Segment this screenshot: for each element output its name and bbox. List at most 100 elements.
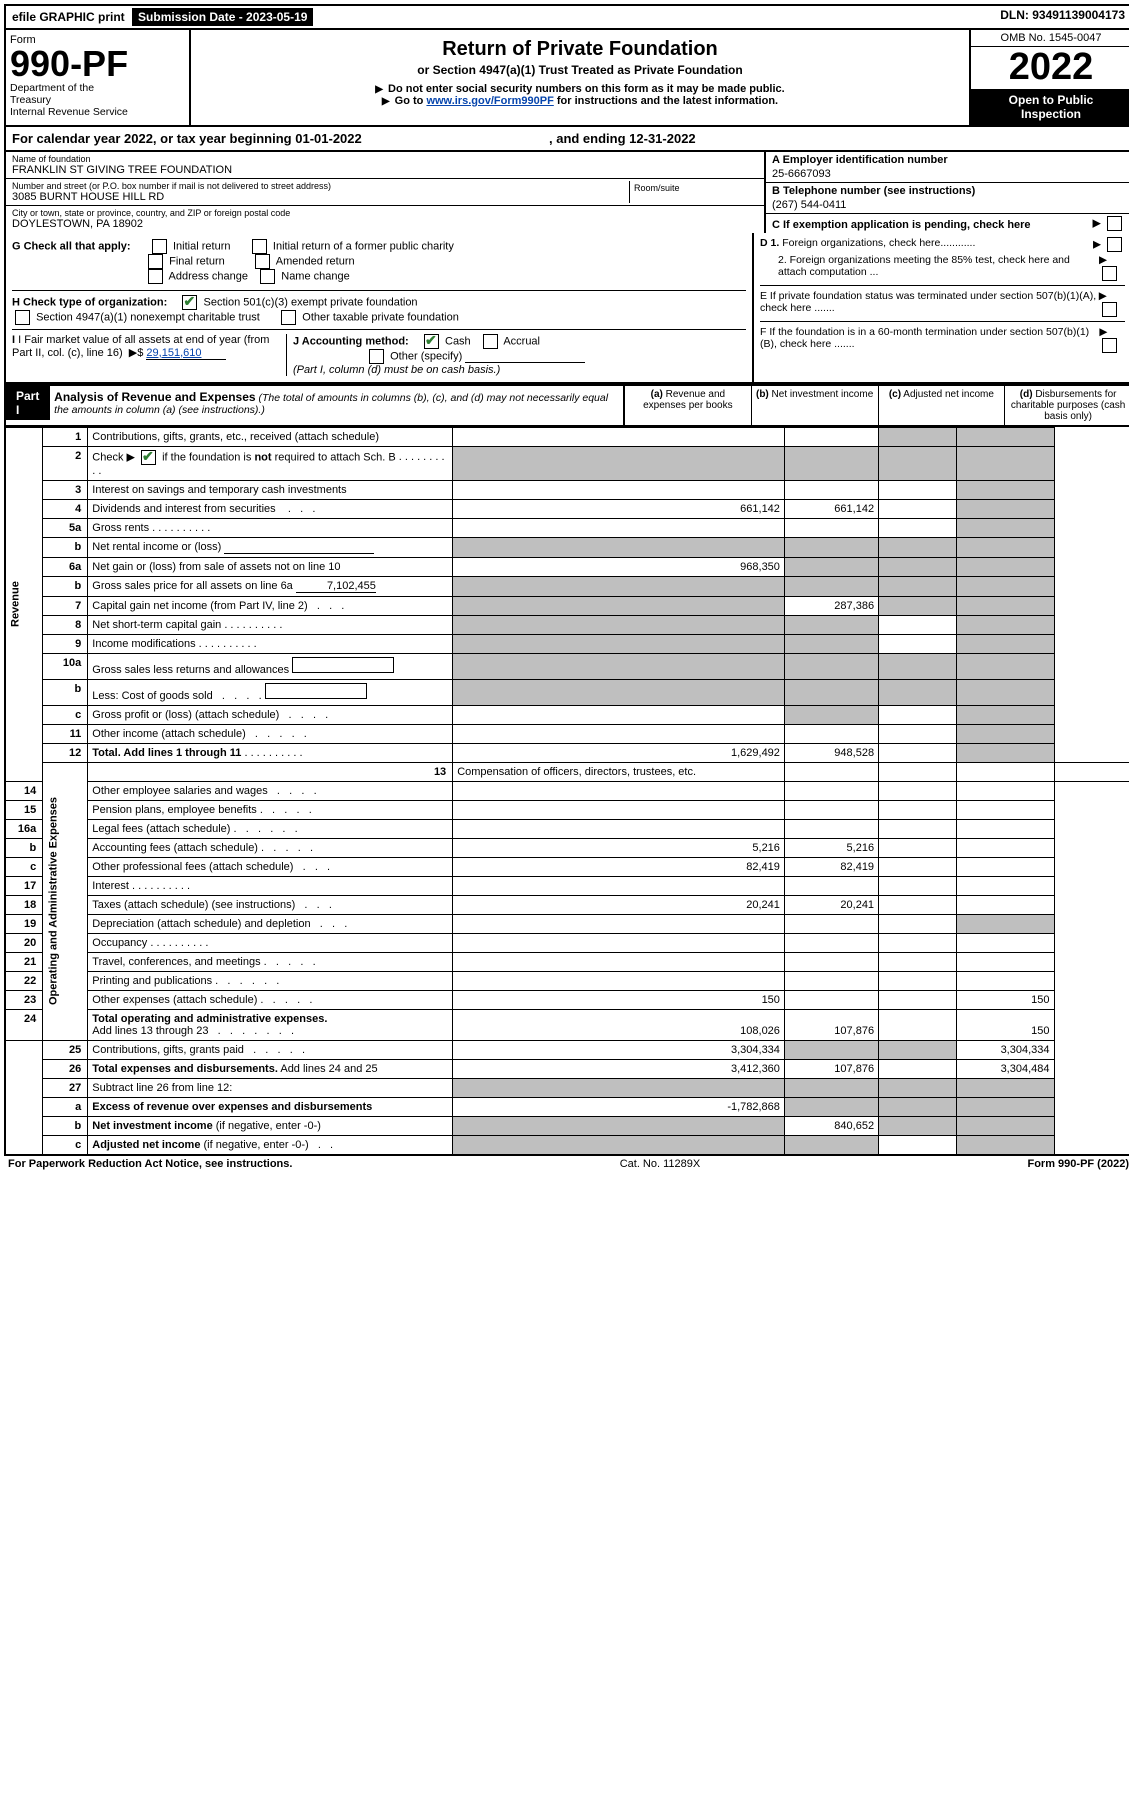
footer-mid: Cat. No. 11289X (620, 1158, 701, 1170)
side-revenue: Revenue (5, 427, 43, 781)
row-27: 27 Subtract line 26 from line 12: (5, 1078, 1129, 1097)
row-17: 17 Interest (5, 876, 1129, 895)
row-7: 7 Capital gain net income (from Part IV,… (5, 596, 1129, 615)
calendar-year-line: For calendar year 2022, or tax year begi… (4, 127, 1129, 152)
name-label: Name of foundation (12, 154, 758, 164)
chk-sch-b[interactable] (141, 450, 156, 465)
chk-address-change[interactable] (148, 269, 163, 284)
chk-other-taxable[interactable] (281, 310, 296, 325)
d2-label: 2. Foreign organizations meeting the 85%… (760, 254, 1099, 281)
ein-label: A Employer identification number (772, 154, 1125, 166)
row-14: 14 Other employee salaries and wages . .… (5, 781, 1129, 800)
city-value: DOYLESTOWN, PA 18902 (12, 218, 758, 230)
footer-right: Form 990-PF (2022) (1027, 1158, 1129, 1170)
dept-line3: Internal Revenue Service (10, 106, 185, 118)
city-label: City or town, state or province, country… (12, 208, 758, 218)
row-5a: 5a Gross rents (5, 518, 1129, 537)
telephone-value: (267) 544-0411 (772, 199, 1125, 211)
chk-final-return[interactable] (148, 254, 163, 269)
row-8: 8 Net short-term capital gain (5, 615, 1129, 634)
header-left: Form 990-PF Department of the Treasury I… (6, 30, 191, 125)
col-d-header: (d) Disbursements for charitable purpose… (1004, 386, 1129, 425)
row-25: 25 Contributions, gifts, grants paid . .… (5, 1040, 1129, 1059)
g-name-label: Name change (281, 270, 350, 282)
header-center: Return of Private Foundation or Section … (191, 30, 969, 125)
efile-label: efile GRAPHIC print (12, 10, 125, 24)
row-22: 22 Printing and publications . . . . . . (5, 971, 1129, 990)
row-9: 9 Income modifications (5, 634, 1129, 653)
row-24: 24 Total operating and administrative ex… (5, 1009, 1129, 1040)
address-value: 3085 BURNT HOUSE HILL RD (12, 191, 629, 203)
j-cash-label: Cash (445, 335, 471, 347)
row-16a: 16a Legal fees (attach schedule) . . . .… (5, 819, 1129, 838)
calyear-begin: 01-01-2022 (295, 131, 362, 146)
row-10a: 10a Gross sales less returns and allowan… (5, 653, 1129, 679)
part1-header: Part I Analysis of Revenue and Expenses … (4, 384, 1129, 427)
footer: For Paperwork Reduction Act Notice, see … (4, 1156, 1129, 1172)
footer-left: For Paperwork Reduction Act Notice, see … (8, 1158, 292, 1170)
j-label: J Accounting method: (293, 335, 409, 347)
j-note: (Part I, column (d) must be on cash basi… (293, 364, 500, 376)
h-501c3-label: Section 501(c)(3) exempt private foundat… (204, 296, 418, 308)
form-header: Form 990-PF Department of the Treasury I… (4, 30, 1129, 127)
form-title: Return of Private Foundation (197, 38, 963, 61)
part1-title: Analysis of Revenue and Expenses (54, 390, 255, 404)
g-label: G Check all that apply: (12, 240, 131, 252)
fmv-value: 29,151,610 (146, 347, 226, 360)
chk-accrual[interactable] (483, 334, 498, 349)
g-amended-label: Amended return (276, 255, 355, 267)
row-16c: c Other professional fees (attach schedu… (5, 857, 1129, 876)
g-initial-label: Initial return (173, 240, 230, 252)
j-accrual-label: Accrual (503, 335, 540, 347)
chk-cash[interactable] (424, 334, 439, 349)
c-label: C If exemption application is pending, c… (772, 219, 1031, 231)
chk-d2[interactable] (1102, 266, 1117, 281)
row-21: 21 Travel, conferences, and meetings . .… (5, 952, 1129, 971)
form-number: 990-PF (10, 46, 185, 82)
chk-501c3[interactable] (182, 295, 197, 310)
telephone-label: B Telephone number (see instructions) (772, 185, 1125, 197)
chk-f[interactable] (1102, 338, 1117, 353)
row-15: 15 Pension plans, employee benefits . . … (5, 800, 1129, 819)
dept-line2: Treasury (10, 94, 185, 106)
row-11: 11 Other income (attach schedule) . . . … (5, 724, 1129, 743)
submission-date: Submission Date - 2023-05-19 (132, 8, 313, 26)
chk-initial-return[interactable] (152, 239, 167, 254)
g-addr-label: Address change (169, 270, 249, 282)
foundation-name: FRANKLIN ST GIVING TREE FOUNDATION (12, 164, 758, 176)
header-note2-pre: Go to (395, 95, 427, 107)
row-27c: c Adjusted net income (if negative, ente… (5, 1135, 1129, 1155)
row-2: 2 Check ▶ if the foundation is not requi… (5, 446, 1129, 480)
calyear-pre: For calendar year 2022, or tax year begi… (12, 131, 295, 146)
e-label: E If private foundation status was termi… (760, 290, 1099, 317)
form-link[interactable]: www.irs.gov/Form990PF (426, 95, 553, 107)
i-dollar-sign: $ (137, 347, 143, 359)
row-26: 26 Total expenses and disbursements. Add… (5, 1059, 1129, 1078)
side-expenses: Operating and Administrative Expenses (43, 762, 88, 1040)
part1-label: Part I (6, 386, 50, 420)
chk-amended[interactable] (255, 254, 270, 269)
row-5b: b Net rental income or (loss) (5, 537, 1129, 557)
row-18: 18 Taxes (attach schedule) (see instruct… (5, 895, 1129, 914)
chk-e[interactable] (1102, 302, 1117, 317)
chk-d1[interactable] (1107, 237, 1122, 252)
row-12: 12 Total. Add lines 1 through 11 1,629,4… (5, 743, 1129, 762)
row-13: Operating and Administrative Expenses 13… (5, 762, 1129, 781)
chk-4947[interactable] (15, 310, 30, 325)
calyear-end: 12-31-2022 (629, 131, 696, 146)
gross-sales-6b: 7,102,455 (296, 580, 376, 593)
omb-number: OMB No. 1545-0047 (971, 30, 1129, 47)
dln-label: DLN: 93491139004173 (994, 6, 1129, 28)
chk-initial-former[interactable] (252, 239, 267, 254)
row-4: 4 Dividends and interest from securities… (5, 499, 1129, 518)
g-final-label: Final return (169, 255, 225, 267)
room-suite-label: Room/suite (629, 181, 758, 203)
open-public-2: Inspection (973, 107, 1129, 121)
chk-name-change[interactable] (260, 269, 275, 284)
c-checkbox[interactable] (1107, 216, 1122, 231)
d1-label: Foreign organizations, check here.......… (782, 237, 975, 249)
chk-other-method[interactable] (369, 349, 384, 364)
row-6b: b Gross sales price for all assets on li… (5, 576, 1129, 596)
row-16b: b Accounting fees (attach schedule) . . … (5, 838, 1129, 857)
col-b-header: (b) Net investment income (751, 386, 878, 425)
